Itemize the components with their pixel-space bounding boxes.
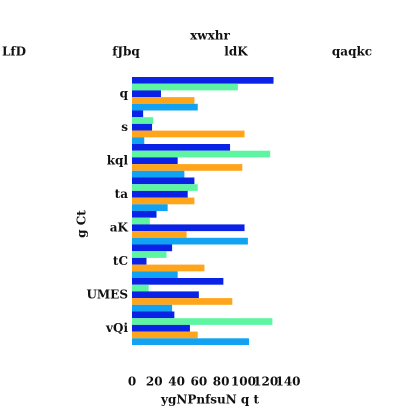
bar	[132, 318, 273, 325]
x-tick-label: 140	[275, 375, 300, 389]
bar	[132, 137, 145, 144]
bar	[132, 257, 147, 265]
bar	[132, 211, 157, 218]
bar	[132, 90, 161, 98]
bar	[132, 251, 167, 258]
bar	[132, 298, 233, 305]
bar	[132, 324, 190, 332]
legend-label: fJbq	[112, 45, 140, 59]
bar	[132, 157, 178, 165]
bar	[132, 150, 271, 158]
x-tick-label: 80	[213, 375, 230, 389]
y-tick-label: aK	[110, 220, 129, 234]
bar	[132, 117, 154, 124]
bar	[132, 144, 231, 151]
bar	[132, 311, 175, 319]
bar	[132, 338, 249, 345]
legend-label: LfD	[2, 45, 26, 59]
x-tick-label: 40	[168, 375, 185, 389]
bar	[132, 244, 173, 252]
bar	[132, 83, 238, 91]
y-tick-label: s	[121, 120, 128, 134]
bar	[132, 237, 248, 245]
x-tick-label: 60	[191, 375, 208, 389]
bar	[132, 190, 188, 198]
bar	[132, 197, 195, 205]
y-tick-label: kql	[107, 153, 129, 167]
bar	[132, 284, 149, 292]
bar	[132, 123, 153, 131]
x-tick-label: 100	[231, 375, 256, 389]
bar	[132, 77, 274, 84]
bar	[132, 204, 168, 211]
y-tick-label: vQi	[105, 321, 128, 335]
bar	[132, 130, 245, 138]
legend-label: qaqkc	[332, 45, 372, 59]
legend-label: ldK	[224, 45, 248, 59]
bar	[132, 184, 198, 191]
bar	[132, 164, 243, 171]
x-tick-label: 20	[146, 375, 163, 389]
bar	[132, 217, 150, 225]
bar	[132, 278, 224, 285]
bar	[132, 331, 198, 339]
x-axis-label: ygNPnfsuN q t	[160, 393, 259, 407]
bar	[132, 304, 173, 312]
x-tick-label: 0	[128, 375, 136, 389]
bar	[132, 170, 185, 178]
bar	[132, 97, 195, 104]
bar	[132, 231, 187, 238]
y-tick-label: q	[120, 86, 129, 100]
chart-title: xwxhr	[190, 29, 230, 43]
bar	[132, 110, 144, 118]
x-tick-label: 120	[253, 375, 278, 389]
bar	[132, 224, 245, 232]
bar	[132, 264, 205, 272]
y-tick-label: ta	[115, 187, 129, 201]
bar	[132, 271, 178, 278]
bar	[132, 103, 198, 111]
y-tick-label: tC	[113, 254, 128, 268]
y-tick-label: UMES	[86, 287, 128, 301]
bar	[132, 291, 199, 299]
y-axis-label: g Ct	[75, 210, 89, 238]
bar	[132, 177, 195, 185]
